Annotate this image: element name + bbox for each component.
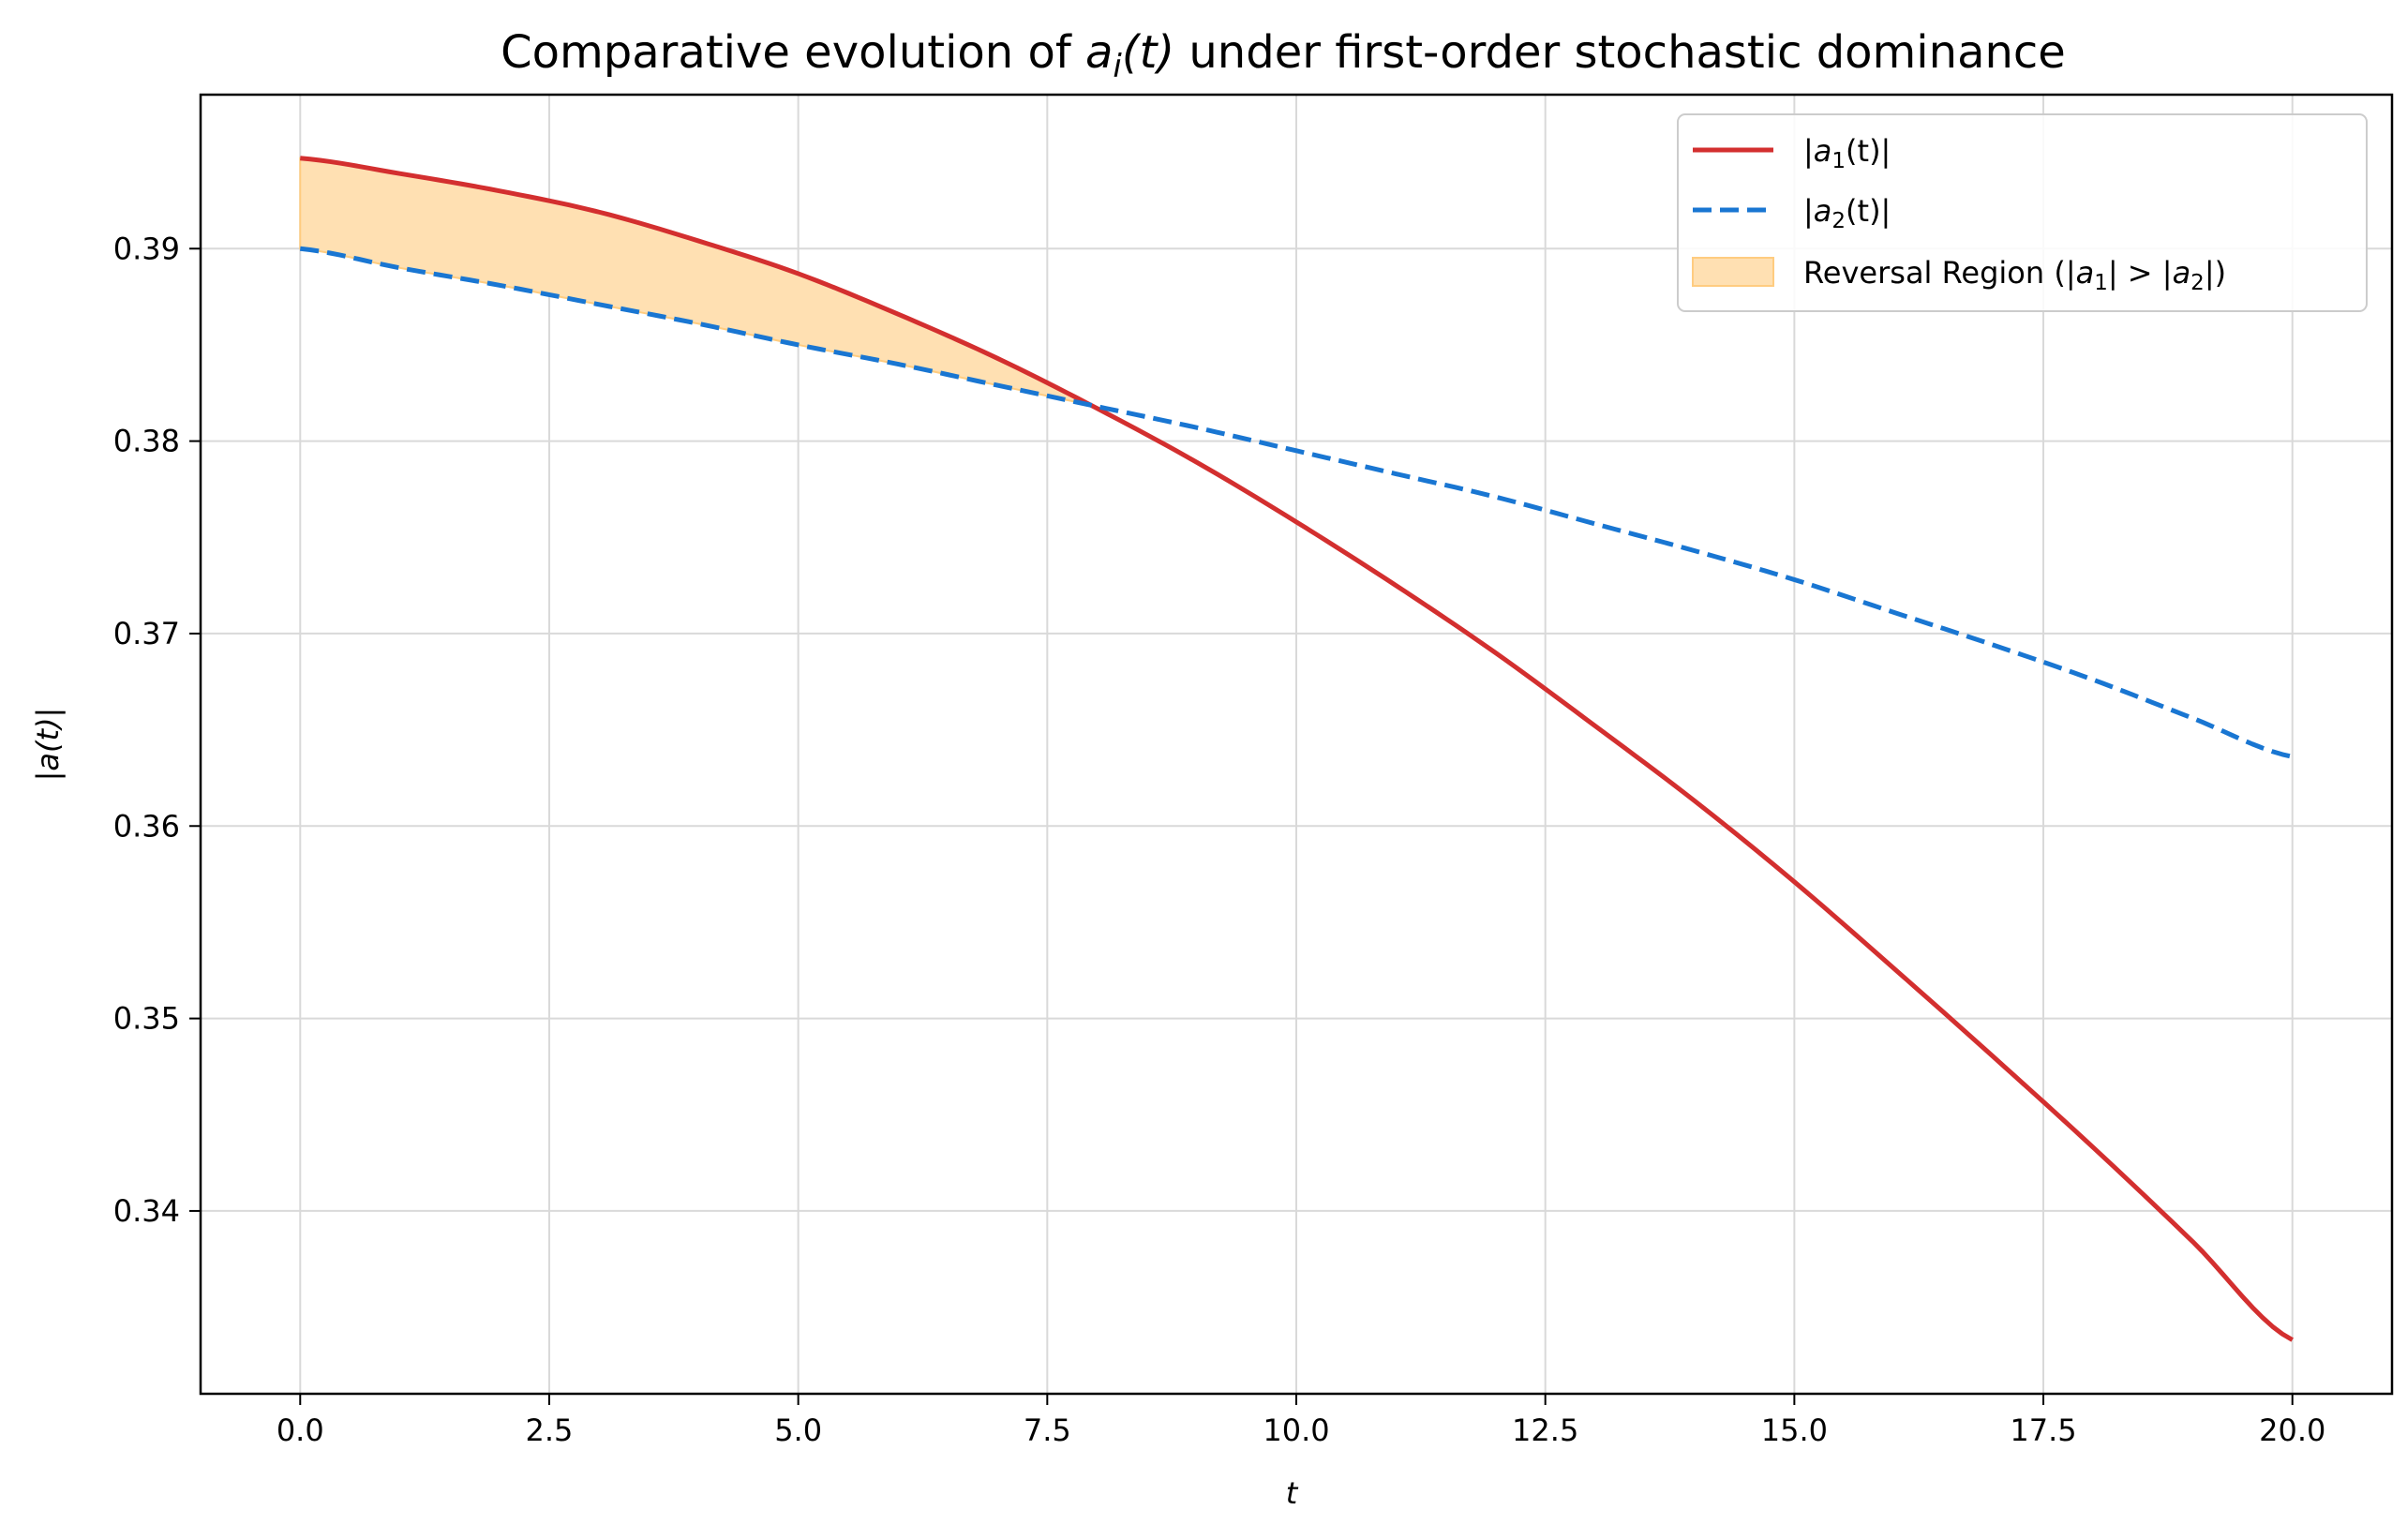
x-tick-label: 20.0 xyxy=(2259,1413,2325,1448)
legend-label-reversal: Reversal Region (|a1| > |a2|) xyxy=(1803,255,2226,295)
legend: |a1(t)| |a2(t)| Reversal Region (|a1| > … xyxy=(1677,113,2368,312)
x-tick-label: 5.0 xyxy=(774,1413,822,1448)
x-tick-label: 12.5 xyxy=(1512,1413,1578,1448)
legend-label-a2: |a2(t)| xyxy=(1803,193,1891,233)
series-line-a1 xyxy=(300,156,2294,1342)
y-tick-label: 0.39 xyxy=(113,231,180,266)
y-axis-ticks: 0.34 0.35 0.36 0.37 0.38 0.39 xyxy=(113,231,201,1229)
x-tick-label: 15.0 xyxy=(1761,1413,1828,1448)
y-axis-label: |a(t)| xyxy=(30,708,66,782)
y-tick-label: 0.37 xyxy=(113,616,180,651)
x-tick-label: 7.5 xyxy=(1024,1413,1071,1448)
legend-label-a1: |a1(t)| xyxy=(1803,133,1891,173)
legend-box xyxy=(1677,113,2368,312)
x-tick-label: 17.5 xyxy=(2010,1413,2076,1448)
x-tick-label: 2.5 xyxy=(526,1413,574,1448)
y-tick-label: 0.38 xyxy=(113,424,180,459)
y-tick-label: 0.36 xyxy=(113,808,180,844)
series-layer xyxy=(299,156,2294,1342)
legend-swatch-reversal xyxy=(1692,257,1774,287)
x-axis-ticks: 0.0 2.5 5.0 7.5 10.0 12.5 15.0 17.5 20.0 xyxy=(277,1394,2325,1448)
x-axis-label: t xyxy=(1286,1475,1299,1511)
y-tick-label: 0.35 xyxy=(113,1001,180,1037)
y-tick-label: 0.34 xyxy=(113,1193,180,1229)
series-line-a2 xyxy=(299,246,2294,759)
x-tick-label: 0.0 xyxy=(277,1413,324,1448)
x-tick-label: 10.0 xyxy=(1263,1413,1329,1448)
chart-title: Comparative evolution of ai(t) under fir… xyxy=(501,26,2066,85)
